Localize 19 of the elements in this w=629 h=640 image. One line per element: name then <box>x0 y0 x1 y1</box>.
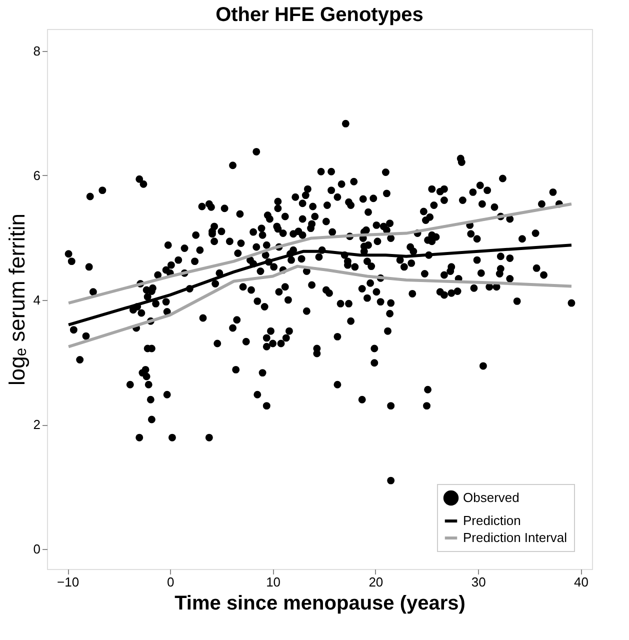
legend-label: Observed <box>463 490 520 505</box>
line-series <box>67 202 573 305</box>
x-tick-label: 30 <box>471 574 486 590</box>
y-tick-label: 6 <box>33 168 40 183</box>
legend-label: Prediction Interval <box>463 530 568 545</box>
x-tick-label: −10 <box>56 574 80 590</box>
x-axis-title: Time since menopause (years) <box>174 592 466 614</box>
y-tick-label: 4 <box>33 292 40 308</box>
y-tick-label: 0 <box>33 542 40 557</box>
y-tick-label: 8 <box>33 43 40 58</box>
line-series <box>67 264 573 348</box>
y-axis-title: logₑ serum ferritin <box>4 213 30 386</box>
x-tick-label: 40 <box>574 574 588 590</box>
x-tick-label: 0 <box>167 574 174 590</box>
x-tick-label: 10 <box>266 574 281 590</box>
legend-label: Prediction <box>463 513 521 528</box>
y-tick-label: 2 <box>33 417 40 432</box>
x-tick-label: 20 <box>368 574 384 590</box>
chart-title: Other HFE Genotypes <box>216 4 424 26</box>
